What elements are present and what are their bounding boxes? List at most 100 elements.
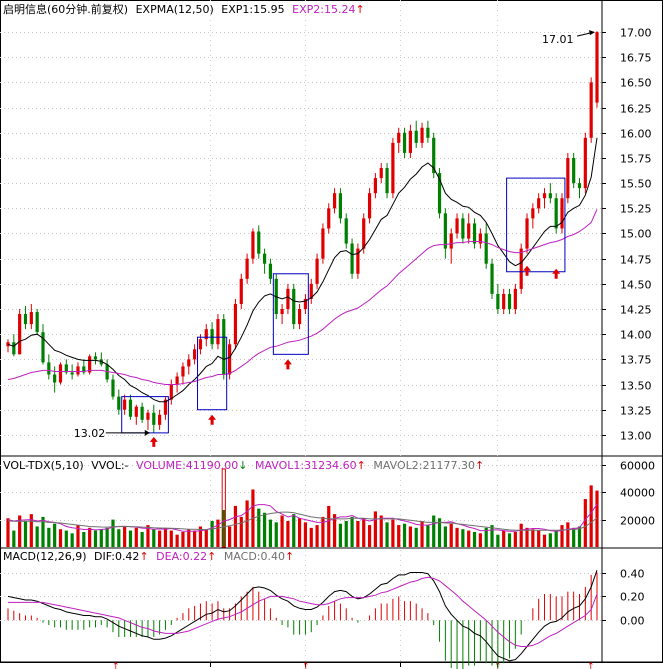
up-arrow-icon [149,436,158,447]
candle-body [128,399,133,417]
volume-bar [426,525,430,547]
volume-panel-title: VOL-TDX(5,10) VVOL:- VOLUME:41190.00↓ MA… [3,459,488,473]
volume-bar [82,531,86,547]
volume-bar [23,520,28,547]
volume-bar [408,526,412,547]
volume-bar [414,527,418,547]
volume-bar [128,530,133,547]
candle-body [484,233,488,264]
volume-bar [93,530,98,547]
volume-bar [99,529,103,547]
volume-bar [367,525,372,547]
candle-body [268,263,273,279]
volume-bar [303,522,308,547]
volume-bar [449,523,453,547]
time-marker-icon: ↑ [302,662,310,669]
candle-body [548,193,552,199]
volume-bar [268,519,273,547]
pointer-arrowhead-icon [589,30,595,36]
candle-body [332,193,337,209]
price-axis-tick-label: 14.50 [620,279,652,292]
dif-value: DIF:0.42 [94,550,140,563]
candle-body [111,379,115,397]
candle-body [350,243,354,274]
volume-bar [193,530,197,547]
volume-bar [385,522,389,547]
candle-body [420,127,424,143]
candle-body [251,231,255,259]
candle-body [181,366,185,377]
price-axis-tick-label: 16.75 [620,52,652,65]
volume-bar [332,514,337,547]
macd-axis-tick-label: 0.20 [620,591,645,604]
candle-body [344,218,348,244]
price-axis-tick-label: 17.00 [620,27,652,40]
candle-body [280,309,284,315]
volume-bar [222,510,226,547]
up-arrow-icon: ↑ [139,550,149,563]
up-arrow-icon: ↑ [285,550,295,563]
volume-bar [117,529,121,547]
volume-bar [280,515,284,547]
candle-body [338,193,343,219]
time-marker-icon: ↑ [112,662,120,669]
volume-bar [123,526,127,547]
volume-bar [146,525,150,547]
candle-body [134,406,138,417]
candle-body [257,231,261,254]
volume-bar [391,519,395,547]
volume-axis-tick-label: 20000 [620,515,655,528]
volume-bar [432,515,436,547]
price-axis-tick-label: 16.50 [620,77,652,90]
volume-bar [76,525,80,547]
candle-body [537,198,541,209]
candle-body [315,258,319,284]
highlight-box [272,273,309,355]
candle-body [595,32,599,103]
candle-body [228,344,232,375]
candle-body [472,223,477,244]
volume-bar [437,518,442,547]
volume-bar [531,529,535,547]
candle-body [507,293,512,310]
volume-bar [373,511,377,547]
candle-body [117,396,121,410]
candle-body [490,263,494,294]
volume-bar [12,530,16,547]
candle-body [478,233,482,244]
candle-body [560,198,564,229]
candle-body [566,157,570,199]
down-arrow-icon: ↓ [238,459,248,472]
candle-body [362,218,366,249]
volume-bar [175,534,179,547]
volume-bar [566,522,570,547]
candle-body [175,376,179,385]
price-axis-tick-label: 14.00 [620,329,652,342]
mavol1-value: MAVOL1:31234.60 [255,459,357,472]
volume-bar [29,514,33,547]
volume-bar [478,533,482,547]
volume-value: VOLUME:41190.00 [136,459,239,472]
volume-bar [589,485,593,547]
candle-body [239,278,243,304]
macd-axis-tick-label: 0.00 [620,615,645,628]
candle-body [187,359,191,367]
candle-body [385,168,389,194]
volume-axis-tick-label: 40000 [620,487,655,500]
price-axis-tick-label: 16.25 [620,103,652,116]
candle-body [58,364,63,383]
vol-indicator-name: VOL-TDX(5,10) [3,459,84,472]
candle-body [577,183,582,189]
candle-body [321,228,325,259]
volume-bar [262,512,267,547]
candle-body [525,218,529,249]
candle-body [210,329,214,345]
candle-body [18,314,22,355]
candle-body [496,293,500,310]
volume-bar [18,515,22,547]
volume-bar [315,525,319,547]
volume-bar [297,518,302,547]
volume-bar [461,529,465,547]
candle-body [309,283,313,299]
candle-body [245,258,249,279]
